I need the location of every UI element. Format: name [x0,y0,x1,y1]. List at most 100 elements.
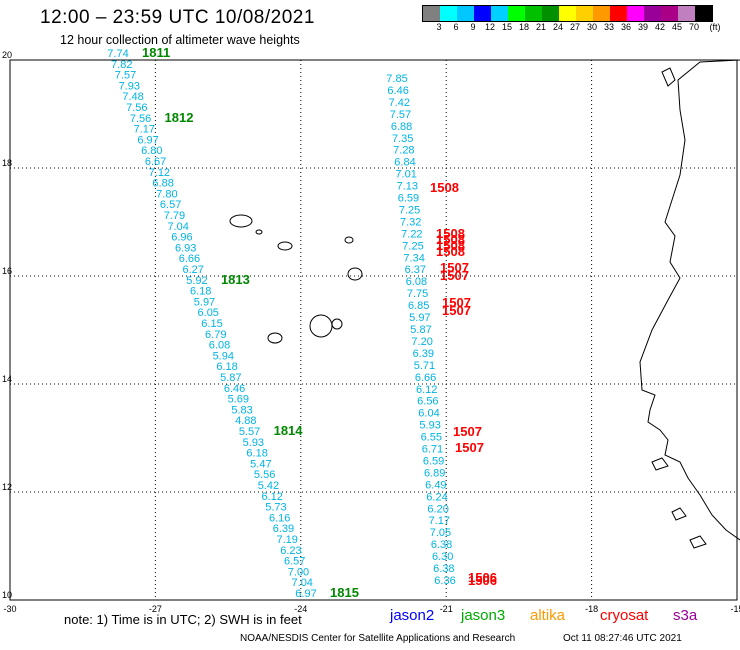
legend-label: 15 [501,22,513,32]
timestamp-text: Oct 11 08:27:46 UTC 2021 [563,633,682,644]
legend-label: 9 [470,22,476,32]
swh-label: 6.46 [387,85,408,97]
swh-label: 7.22 [401,228,422,240]
legend-swatch-2 [457,6,474,21]
legend-swatch-11 [610,6,627,21]
swh-label: 5.87 [410,324,431,336]
pass-time-label: 1507 [453,424,482,439]
lon-tick-label: -24 [294,604,307,614]
swh-label: 7.35 [392,133,413,145]
pass-time-label: 1508 [436,232,465,247]
swh-label: 5.83 [231,404,252,416]
swh-label: 7.00 [288,566,309,578]
swh-label: 7.01 [395,169,416,181]
sat-jason2-label: jason2 [390,607,435,624]
coast-island [671,507,687,521]
swh-label: 5.73 [265,502,286,514]
swh-label: 7.20 [411,336,432,348]
swh-label: 6.56 [417,396,438,408]
swh-label: 6.80 [141,145,162,157]
swh-label: 6.39 [413,348,434,360]
swh-label: 7.82 [111,59,132,71]
credit-text: NOAA/NESDIS Center for Satellite Applica… [240,633,516,644]
swh-label: 7.25 [399,204,420,216]
swh-label: 6.27 [182,264,203,276]
legend-label: 70 [688,22,700,32]
legend-label: 33 [603,22,615,32]
legend-label: 30 [586,22,598,32]
swh-label: 7.56 [126,102,147,114]
swh-label: 6.97 [295,588,316,600]
lon-tick-label: -18 [585,604,598,614]
legend-label: 42 [654,22,666,32]
swh-label: 6.05 [198,307,219,319]
lat-tick-label: 12 [2,482,12,492]
pass-time-label: 1507 [440,268,469,283]
swh-label: 4.88 [235,415,256,427]
sat-s3a-label: s3a [673,607,698,624]
legend-swatch-6 [525,6,542,21]
legend-swatch-1 [440,6,457,21]
legend-swatch-15 [678,6,695,21]
legend-swatch-7 [542,6,559,21]
swh-label: 6.18 [246,448,267,460]
map-frame [9,59,738,601]
swh-label: 6.12 [261,491,282,503]
island-outline [229,214,253,228]
swh-label: 6.49 [425,479,446,491]
island-outline [344,236,354,244]
swh-label: 6.37 [405,264,426,276]
swh-label: 6.38 [433,563,454,575]
legend-swatch-10 [593,6,610,21]
pass-time-label: 1812 [165,110,194,125]
swh-label: 7.75 [407,288,428,300]
legend-swatch-4 [491,6,508,21]
island-outline [331,318,343,330]
swh-label: 5.87 [220,372,241,384]
swh-label: 5.71 [414,360,435,372]
legend-label: 12 [484,22,496,32]
swh-label: 6.08 [406,276,427,288]
pass-time-label: 1507 [440,260,469,275]
lat-tick-label: 10 [2,590,12,600]
swh-label: 7.34 [403,252,424,264]
coast-island [651,457,669,471]
swh-label: 5.94 [213,350,234,362]
swh-label: 7.57 [115,70,136,82]
swh-label: 5.42 [258,480,279,492]
legend-swatch-5 [508,6,525,21]
island-outline [277,241,293,251]
map-subtitle: 12 hour collection of altimeter wave hei… [60,33,300,47]
lat-tick-label: 18 [2,158,12,168]
coast-island [661,67,676,87]
swh-label: 5.93 [419,420,440,432]
swh-label: 7.13 [397,181,418,193]
swh-label: 6.93 [175,242,196,254]
lon-tick-label: -15 [730,604,740,614]
lon-tick-label: -21 [440,604,453,614]
pass-time-label: 1507 [442,303,471,318]
swh-label: 5.56 [254,469,275,481]
swh-label: 6.88 [391,121,412,133]
legend-swatch-8 [559,6,576,21]
swh-label: 7.28 [393,145,414,157]
swh-label: 6.59 [423,455,444,467]
swh-label: 6.84 [394,157,415,169]
swh-label: 5.57 [239,426,260,438]
legend-label: 39 [637,22,649,32]
swh-label: 6.30 [432,551,453,563]
swh-label: 7.25 [402,240,423,252]
legend-label: 18 [518,22,530,32]
swh-label: 7.85 [386,73,407,85]
pass-time-label: 1813 [221,272,250,287]
lon-tick-label: -30 [3,604,16,614]
swh-label: 7.17 [429,515,450,527]
swh-label: 5.47 [250,458,271,470]
swh-label: 6.23 [280,545,301,557]
pass-time-label: 1811 [142,45,170,60]
swh-label: 7.48 [122,91,143,103]
legend-swatch-12 [627,6,644,21]
lat-tick-label: 20 [2,50,12,60]
map-title: 12:00 – 23:59 UTC 10/08/2021 [40,7,315,28]
